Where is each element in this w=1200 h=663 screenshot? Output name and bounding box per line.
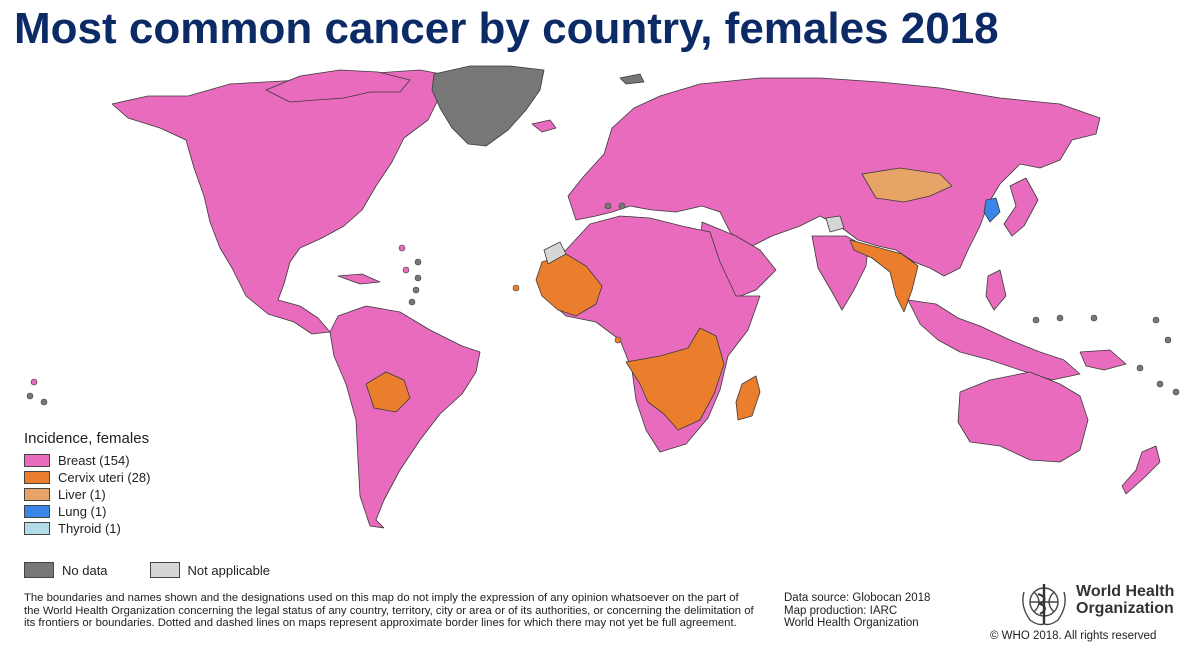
disclaimer-text: The boundaries and names shown and the d… [24, 592, 754, 630]
legend-label-lung: Lung (1) [58, 504, 107, 519]
region-bolivia [365, 371, 411, 413]
legend-item-liver: Liver (1) [24, 486, 274, 503]
legend-title: Incidence, females [24, 430, 150, 447]
region-new-zealand [1121, 445, 1161, 495]
map-title: Most common cancer by country, females 2… [14, 4, 999, 53]
legend-item-thyroid: Thyroid (1) [24, 520, 274, 537]
swatch-cervix [24, 471, 50, 484]
region-japan [1003, 177, 1039, 237]
region-se-asia [907, 299, 1081, 381]
data-source: Data source: Globocan 2018 Map productio… [784, 592, 984, 630]
region-arctic-islands [265, 69, 411, 103]
swatch-lung [24, 505, 50, 518]
region-india [811, 235, 869, 311]
who-emblem-icon [1022, 584, 1066, 626]
who-logo-line-1: World Health [1076, 583, 1175, 600]
region-north-america [111, 69, 453, 335]
region-central-africa [625, 327, 725, 431]
island-markers-cervix [512, 284, 622, 344]
source-line-3: World Health Organization [784, 617, 919, 630]
legend-label-not-applicable: Not applicable [187, 562, 270, 578]
region-philippines [985, 269, 1007, 311]
region-west-africa [535, 253, 603, 317]
swatch-not-applicable [149, 562, 180, 578]
region-south-asia-cervix [849, 239, 919, 313]
legend-label-cervix: Cervix uteri (28) [58, 470, 151, 485]
legend-item-lung: Lung (1) [24, 503, 274, 520]
region-caribbean [337, 273, 381, 285]
legend: Incidence, females Breast (154) Cervix u… [24, 430, 274, 537]
copyright: © WHO 2018. All rights reserved [990, 630, 1157, 642]
legend-item-cervix: Cervix uteri (28) [24, 469, 274, 486]
legend-item-not-applicable: Not applicable [149, 562, 270, 578]
source-line-2: Map production: IARC [784, 604, 898, 617]
legend-label-liver: Liver (1) [58, 487, 106, 502]
legend-item-breast: Breast (154) [24, 452, 274, 469]
island-markers-breast [30, 244, 410, 386]
swatch-breast [24, 454, 50, 467]
region-kashmir [825, 215, 845, 233]
world-map [26, 65, 1180, 529]
region-madagascar [735, 375, 761, 421]
region-korea [983, 197, 1001, 223]
island-markers [26, 202, 1180, 406]
legend-label-thyroid: Thyroid (1) [58, 521, 121, 536]
region-south-america [329, 305, 481, 529]
who-logo-text: World Health Organization [1076, 583, 1174, 617]
legend-label-breast: Breast (154) [58, 453, 130, 468]
region-eurasia [567, 77, 1101, 277]
region-greenland [431, 65, 545, 147]
legend-label-no-data: No data [62, 562, 108, 578]
legend-special: No data Not applicable [24, 562, 270, 578]
region-australia [957, 371, 1089, 463]
region-western-sahara [543, 241, 567, 265]
swatch-no-data [24, 562, 54, 578]
who-logo-line-2: Organization [1076, 600, 1174, 617]
region-mongolia [861, 167, 953, 203]
region-iceland [531, 119, 557, 133]
region-png [1079, 349, 1127, 371]
region-svalbard [619, 73, 645, 85]
source-line-1: Data source: Globocan 2018 [784, 592, 931, 604]
swatch-liver [24, 488, 50, 501]
swatch-thyroid [24, 522, 50, 535]
